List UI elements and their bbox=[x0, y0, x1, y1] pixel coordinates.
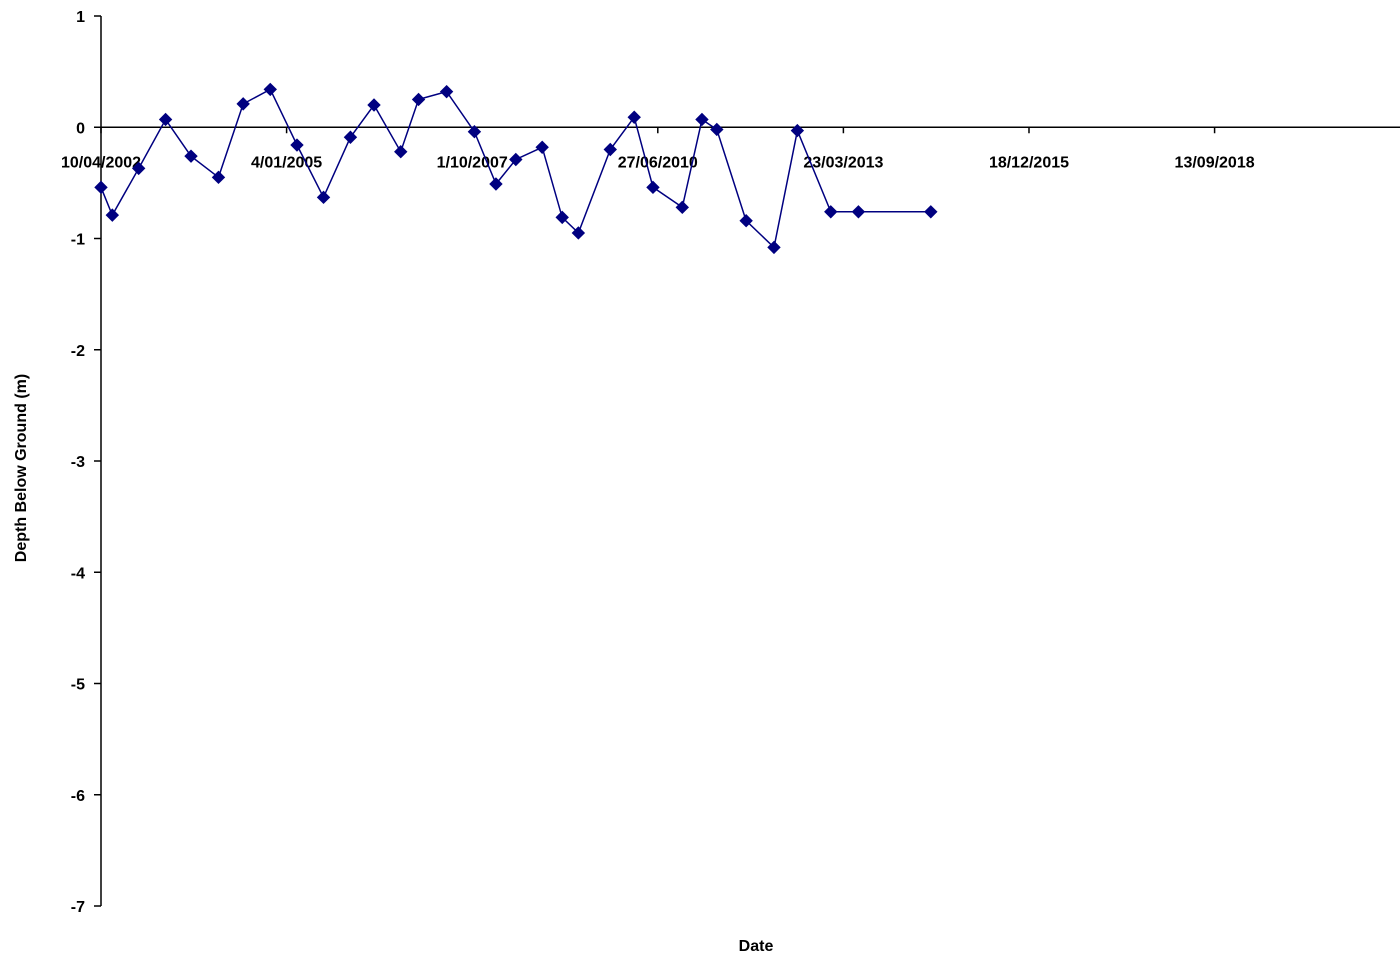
data-point bbox=[211, 170, 226, 185]
data-point bbox=[824, 205, 838, 219]
data-point bbox=[790, 123, 805, 138]
data-point bbox=[489, 177, 503, 191]
data-point bbox=[603, 142, 617, 157]
y-tick-label: -7 bbox=[71, 899, 85, 916]
data-point bbox=[316, 190, 331, 205]
data-point bbox=[571, 226, 586, 240]
data-point bbox=[263, 82, 277, 97]
y-tick-label: -4 bbox=[71, 565, 85, 582]
x-tick-label: 10/04/2002 bbox=[61, 154, 141, 171]
data-point bbox=[627, 110, 641, 124]
data-point bbox=[710, 122, 724, 137]
data-point bbox=[94, 180, 108, 195]
x-tick-label: 4/01/2005 bbox=[251, 154, 322, 171]
y-tick-label: 1 bbox=[76, 9, 85, 26]
data-point bbox=[367, 98, 381, 112]
data-point bbox=[411, 92, 426, 107]
y-tick-label: 0 bbox=[76, 120, 85, 137]
data-point bbox=[236, 97, 250, 111]
x-tick-label: 13/09/2018 bbox=[1175, 154, 1255, 171]
data-point bbox=[851, 205, 866, 219]
data-point bbox=[924, 205, 938, 219]
x-tick-label: 27/06/2010 bbox=[618, 154, 698, 171]
y-tick-label: -5 bbox=[71, 677, 85, 694]
data-point bbox=[767, 240, 781, 255]
y-tick-label: -3 bbox=[71, 454, 85, 471]
data-point bbox=[646, 180, 660, 195]
data-point bbox=[131, 161, 146, 176]
data-point bbox=[158, 112, 173, 127]
data-point bbox=[290, 138, 304, 152]
data-point bbox=[394, 145, 408, 159]
data-point bbox=[439, 84, 454, 99]
data-point bbox=[467, 124, 482, 139]
y-tick-label: -6 bbox=[71, 788, 85, 805]
data-point bbox=[509, 152, 523, 167]
y-tick-label: -1 bbox=[71, 232, 85, 249]
data-point bbox=[695, 112, 709, 127]
data-point bbox=[535, 140, 549, 154]
data-point bbox=[555, 210, 569, 225]
x-axis-title: Date bbox=[739, 938, 774, 955]
data-point bbox=[105, 208, 120, 222]
y-tick-label: -2 bbox=[71, 343, 85, 360]
x-tick-label: 1/10/2007 bbox=[437, 154, 508, 171]
data-point bbox=[184, 149, 198, 163]
data-point bbox=[739, 213, 753, 228]
x-axis: 10/04/2002 4/01/2005 1/10/2007 27/06/2010 23… bbox=[61, 126, 1400, 171]
y-axis: 1 0 -1 -2 -3 -4 -5 -6 -7 bbox=[71, 9, 102, 916]
data-point bbox=[675, 200, 689, 215]
x-tick-label: 18/12/2015 bbox=[989, 154, 1069, 171]
series-group bbox=[94, 82, 938, 255]
x-tick-label: 23/03/2013 bbox=[803, 154, 883, 171]
data-point bbox=[343, 130, 358, 144]
y-axis-title: Depth Below Ground (m) bbox=[13, 374, 30, 562]
